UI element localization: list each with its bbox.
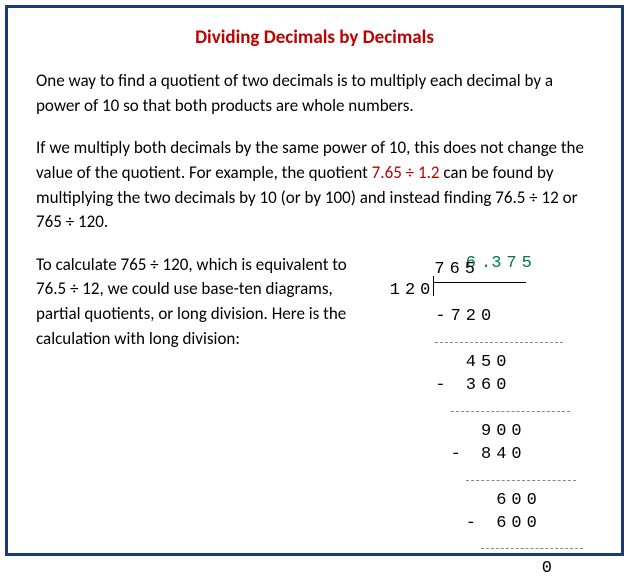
step1-subtract: -720 [390, 307, 496, 326]
step4-result: 0 [390, 559, 557, 578]
step2-result: 900 [390, 422, 527, 441]
step3-result: 600 [390, 491, 542, 510]
page-title: Dividing Decimals by Decimals [36, 26, 593, 49]
paragraph-calculation: To calculate 765 ÷ 120, which is equival… [36, 253, 370, 352]
paragraph-intro: One way to find a quotient of two decima… [36, 69, 593, 118]
long-division-diagram: 6.375 120765 -720 450 - 360 900 - 840 60… [390, 253, 593, 581]
quotient-example-highlight: 7.65 ÷ 1.2 [372, 162, 440, 183]
step1-result: 450 [390, 353, 512, 372]
bottom-section: To calculate 765 ÷ 120, which is equival… [36, 253, 593, 581]
step3-subtract: - 840 [390, 445, 527, 464]
document-frame: Dividing Decimals by Decimals One way to… [5, 5, 624, 556]
paragraph-explanation: If we multiply both decimals by the same… [36, 136, 593, 235]
step2-subtract: - 360 [390, 376, 512, 395]
step4-subtract: - 600 [390, 514, 542, 533]
